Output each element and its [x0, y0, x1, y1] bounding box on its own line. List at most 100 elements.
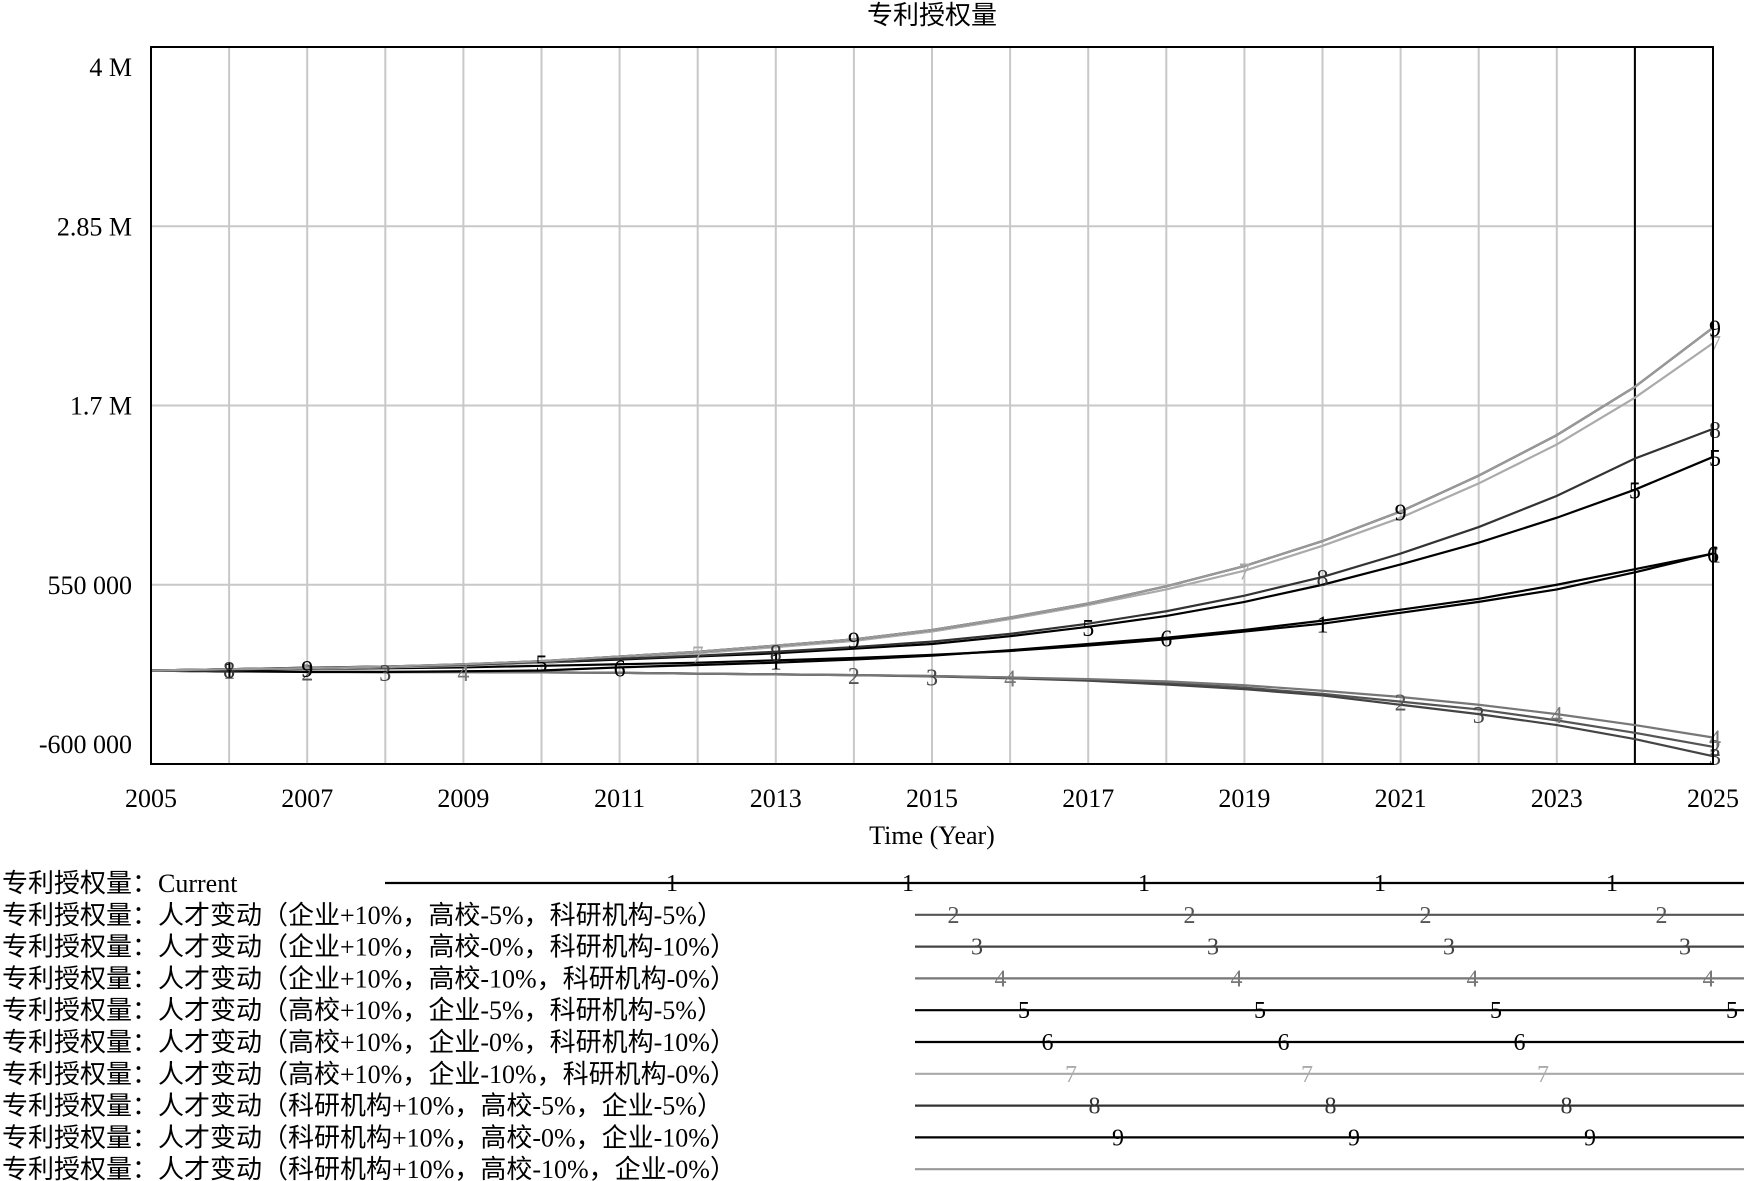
legend-entry-marker: 3: [1207, 935, 1219, 961]
legend-entry-label: 专利授权量：人才变动（科研机构+10%，高校-5%，企业-5%）: [2, 1092, 723, 1121]
x-tick-label: 2025: [1687, 784, 1739, 813]
legend-entry-marker: 8: [1325, 1094, 1337, 1120]
series-marker-label: 8: [770, 641, 782, 667]
legend-entry-marker: 1: [1606, 871, 1618, 897]
legend-rows: 专利授权量：Current 1 1 1 1 1 专利授权量：人才变动（企业+10%，高校-5…: [2, 869, 1744, 1181]
series-marker-label: 8: [1709, 418, 1721, 444]
legend-entry-label: 专利授权量：人才变动（高校+10%，企业-5%，科研机构-5%）: [2, 996, 723, 1025]
legend-entry-marker: 6: [1514, 1030, 1526, 1056]
series-marker-label: 8: [1317, 566, 1329, 592]
series-marker-label: 9: [848, 628, 860, 654]
legend-entry-marker: 2: [1420, 903, 1432, 929]
series-marker-label: 5: [1629, 479, 1641, 505]
legend-entry-marker: 1: [1138, 871, 1150, 897]
series-marker-label: 9: [1709, 317, 1721, 343]
legend-entry-marker: 8: [1561, 1094, 1573, 1120]
y-tick-label: 550 000: [48, 571, 133, 600]
y-tick-label: -600 000: [39, 730, 132, 759]
x-axis-label: Time (Year): [869, 821, 995, 850]
legend-entry-label: 专利授权量：人才变动（科研机构+10%，高校-0%，企业-10%）: [2, 1123, 736, 1152]
legend-entry-label: 专利授权量：Current: [2, 869, 238, 898]
series-marker-label: 4: [1709, 727, 1721, 753]
series-marker-label: 1: [1317, 613, 1329, 639]
legend-entry-marker: 5: [1018, 998, 1030, 1024]
series-marker-label: 5: [1709, 446, 1721, 472]
x-tick-label: 2015: [906, 784, 958, 813]
series-marker-label: 9: [301, 657, 313, 683]
series-marker-label: 6: [1160, 627, 1172, 653]
series-marker-label: 6: [614, 656, 626, 682]
x-tick-label: 2023: [1531, 784, 1583, 813]
x-tick-label: 2011: [594, 784, 645, 813]
legend-entry-label: 专利授权量：人才变动（高校+10%，企业-10%，科研机构-0%）: [2, 1060, 736, 1089]
grid: [151, 46, 1713, 765]
series-marker-label: 4: [1551, 703, 1563, 729]
x-tick-label: 2009: [437, 784, 489, 813]
series-marker-label: 7: [692, 642, 704, 668]
series-marker-label: 5: [536, 652, 548, 678]
legend-entry-marker: 7: [1537, 1062, 1549, 1088]
x-tick-label: 2019: [1218, 784, 1270, 813]
legend-entry-marker: 4: [1231, 966, 1243, 992]
series-marker-label: 9: [1395, 500, 1407, 526]
series-marker-label: 1: [223, 659, 235, 685]
series-marker-label: 7: [1238, 560, 1250, 586]
legend-entry-marker: 1: [902, 871, 914, 897]
series-marker-label: 2: [1395, 691, 1407, 717]
x-tick-label: 2013: [750, 784, 802, 813]
y-axis-ticks: 4 M 2.85 M 1.7 M 550 000 -600 000: [39, 53, 132, 759]
plot-frame: [150, 46, 1714, 765]
legend-entry-marker: 4: [995, 966, 1007, 992]
plot-lines: [150, 326, 1714, 758]
y-tick-label: 2.85 M: [57, 212, 132, 241]
legend-entry-marker: 5: [1490, 998, 1502, 1024]
series-marker-label: 8: [223, 658, 235, 684]
legend-entry-marker: 8: [1089, 1094, 1101, 1120]
series-marker-label: 1: [770, 649, 782, 675]
y-tick-label: 1.7 M: [70, 392, 132, 421]
legend-entry-marker: 9: [1112, 1125, 1124, 1151]
series-marker-label: 2: [301, 661, 313, 687]
legend-entry-marker: 1: [666, 871, 678, 897]
series-marker-label: 2: [848, 664, 860, 690]
x-tick-label: 2007: [281, 784, 333, 813]
legend-entry-marker: 3: [1443, 935, 1455, 961]
legend-entry-marker: 3: [1679, 935, 1691, 961]
x-tick-label: 2021: [1375, 784, 1427, 813]
legend-entry-marker: 6: [1042, 1030, 1054, 1056]
legend-entry-marker: 1: [1374, 871, 1386, 897]
series-marker-label: 3: [379, 661, 391, 687]
legend-entry-marker: 2: [948, 903, 960, 929]
legend-entry-label: 专利授权量：人才变动（企业+10%，高校-5%，科研机构-5%）: [2, 901, 723, 930]
chart-title: 专利授权量: [867, 1, 997, 30]
series-marker-label: 3: [926, 665, 938, 691]
legend-entry-marker: 2: [1656, 903, 1668, 929]
legend-entry-label: 专利授权量：人才变动（高校+10%，企业-0%，科研机构-10%）: [2, 1028, 736, 1057]
legend-entry-marker: 7: [1301, 1062, 1313, 1088]
legend-entry-marker: 4: [1467, 966, 1479, 992]
legend-entry-marker: 9: [1584, 1125, 1596, 1151]
y-tick-label: 4 M: [89, 53, 132, 82]
x-tick-label: 2017: [1062, 784, 1114, 813]
legend-entry-marker: 7: [1065, 1062, 1077, 1088]
x-tick-label: 2005: [125, 784, 177, 813]
series-line-10: [150, 326, 1714, 672]
series-marker-label: 4: [457, 661, 469, 687]
series-marker-label: 4: [1004, 666, 1016, 692]
series-line-6: [151, 552, 1714, 674]
legend-entry-label: 专利授权量：人才变动（科研机构+10%，高校-10%，企业-0%）: [2, 1155, 736, 1181]
legend-entry-marker: 5: [1726, 998, 1738, 1024]
legend-entry-marker: 5: [1254, 998, 1266, 1024]
legend-entry-marker: 2: [1184, 903, 1196, 929]
series-marker-label: 5: [1082, 616, 1094, 642]
legend-entry-label: 专利授权量：人才变动（企业+10%，高校-10%，科研机构-0%）: [2, 964, 736, 993]
legend-entry-marker: 9: [1348, 1125, 1360, 1151]
legend-entry-marker: 3: [971, 935, 983, 961]
series-marker-label: 3: [1473, 703, 1485, 729]
legend: 专利授权量：Current 1 1 1 1 1 专利授权量：人才变动（企业+10%，高校-5…: [2, 869, 1744, 1181]
legend-entry-label: 专利授权量：人才变动（企业+10%，高校-0%，科研机构-10%）: [2, 933, 736, 962]
legend-entry-marker: 4: [1703, 966, 1715, 992]
x-axis-ticks: 2005 2007 2009 2011 2013 2015 2017 2019 2021 2023…: [125, 784, 1739, 813]
